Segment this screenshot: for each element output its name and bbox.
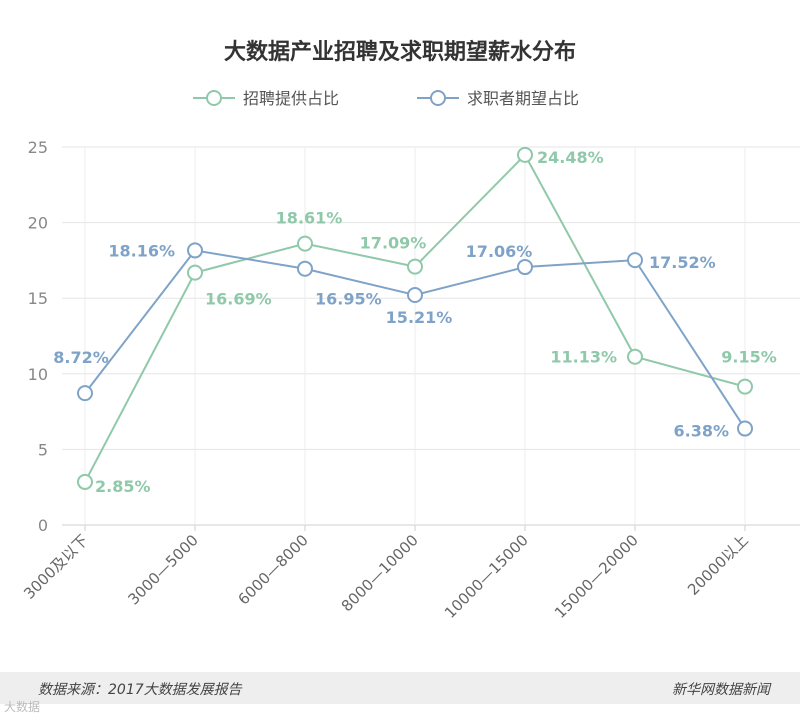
data-point (627, 348, 643, 365)
x-tick-label: 15000—20000 (551, 531, 642, 622)
y-tick-label: 10 (28, 365, 48, 384)
data-point (187, 264, 203, 281)
data-label: 11.13% (550, 348, 617, 367)
data-label: 18.61% (276, 209, 343, 228)
footer-bar: 数据来源：2017大数据发展报告 新华网数据新闻 (0, 672, 800, 704)
y-tick-label: 25 (28, 138, 48, 157)
legend-label: 招聘提供占比 (243, 89, 339, 108)
series-group (77, 146, 753, 490)
data-label: 17.09% (360, 234, 427, 253)
legend-label: 求职者期望占比 (467, 89, 579, 108)
line-chart: 0 5 10 15 20 25 3000及以下 3000—5000 6000—8000 8000… (20, 89, 800, 622)
data-label: 17.52% (649, 253, 716, 272)
data-point (517, 259, 533, 276)
y-axis-ticks: 0 5 10 15 20 25 (28, 138, 48, 535)
chart-title: 大数据产业招聘及求职期望薪水分布 (223, 40, 576, 65)
grid-lines (62, 146, 800, 526)
data-label: 24.48% (537, 148, 604, 167)
x-tick-label: 20000以上 (684, 531, 752, 599)
data-point (407, 258, 423, 275)
legend-marker (430, 90, 446, 106)
legend: 招聘提供占比 求职者期望占比 (193, 89, 579, 108)
data-label: 15.21% (386, 308, 453, 327)
data-label: 2.85% (95, 477, 151, 496)
data-label: 8.72% (53, 348, 109, 367)
x-tick-label: 3000及以下 (20, 531, 92, 603)
x-axis-ticks: 3000及以下 3000—5000 6000—8000 8000—10000 10000… (20, 525, 752, 622)
data-point (737, 420, 753, 437)
x-tick-label: 8000—10000 (338, 531, 422, 615)
x-tick-label: 10000—15000 (441, 531, 532, 622)
data-label: 9.15% (721, 348, 777, 367)
data-label: 18.16% (108, 241, 175, 260)
data-label: 16.95% (315, 290, 382, 309)
data-point (737, 378, 753, 395)
y-tick-label: 5 (38, 440, 48, 459)
data-label: 16.69% (205, 290, 272, 309)
x-tick-label: 3000—5000 (124, 531, 201, 608)
data-point (77, 385, 93, 402)
data-labels: 2.85% 16.69% 18.61% 17.09% 24.48% 11.13% 9.15%… (53, 148, 777, 496)
source-note: 数据来源：2017大数据发展报告 (38, 682, 242, 698)
data-point (297, 260, 313, 277)
legend-marker (206, 90, 222, 106)
y-tick-label: 0 (38, 516, 48, 535)
data-point (517, 146, 533, 163)
data-point (297, 235, 313, 252)
data-point (627, 252, 643, 269)
data-point (187, 242, 203, 259)
data-point (407, 287, 423, 304)
publisher-note: 新华网数据新闻 (672, 682, 770, 698)
watermark: 大数据 (4, 700, 41, 714)
data-point (77, 473, 93, 490)
data-label: 6.38% (673, 422, 729, 441)
data-label: 17.06% (466, 242, 533, 261)
y-tick-label: 15 (28, 289, 48, 308)
y-tick-label: 20 (28, 214, 48, 233)
x-tick-label: 6000—8000 (234, 531, 311, 608)
